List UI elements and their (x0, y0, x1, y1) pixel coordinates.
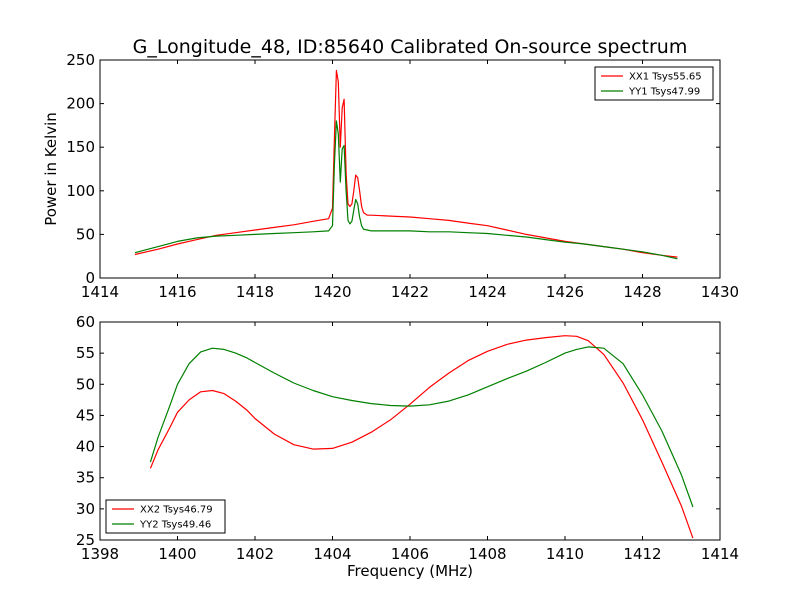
y-axis-label: Power in Kelvin (42, 112, 60, 226)
x-tick-label: 1420 (313, 283, 351, 301)
top-chart: 1414 1416 1418 1420 1422 1424 1426 1428 1430 0 50 1… (42, 51, 739, 301)
legend-box (105, 499, 226, 534)
x-axis-label: Frequency (MHz) (347, 562, 473, 580)
x-tick-label: 1424 (468, 283, 506, 301)
x-tick-label: 1428 (623, 283, 661, 301)
y-tick-label: 25 (76, 531, 95, 549)
series-line-bottom-0 (149, 335, 694, 539)
y-tick-label: 55 (76, 344, 95, 362)
y-tick-label: 250 (66, 51, 95, 69)
x-tick-label: 1402 (236, 545, 274, 563)
y-tick-label: 150 (66, 138, 95, 156)
y-tick-label: 100 (66, 182, 95, 200)
y-tick-label: 40 (76, 438, 95, 456)
y-tick-label: 30 (76, 500, 95, 518)
y-tick-label: 60 (76, 313, 95, 331)
bottom-chart: 1398 1400 1402 1404 1406 1408 1410 1412 1414 25 30… (76, 313, 739, 580)
series-line-top-0 (134, 69, 678, 258)
y-tick-label: 45 (76, 406, 95, 424)
series-line-bottom-1 (149, 346, 694, 508)
legend-box (594, 66, 714, 101)
series-line-top-1 (134, 120, 678, 260)
x-tick-label: 1408 (468, 545, 506, 563)
x-tick-label: 1416 (158, 283, 196, 301)
x-tick-label: 1426 (546, 283, 584, 301)
x-tick-label: 1418 (236, 283, 274, 301)
x-tick-label: 1410 (546, 545, 584, 563)
y-tick-label: 50 (76, 225, 95, 243)
y-tick-label: 50 (76, 375, 95, 393)
legend-label: YY1 Tsys47.99 (628, 87, 700, 98)
legend: XX2 Tsys46.79 YY2 Tsys49.46 (105, 499, 226, 534)
x-tick-label: 1422 (391, 283, 429, 301)
y-tick-label: 200 (66, 95, 95, 113)
legend: XX1 Tsys55.65 YY1 Tsys47.99 (594, 66, 714, 101)
y-tick-label: 35 (76, 469, 95, 487)
legend-label: XX2 Tsys46.79 (140, 505, 213, 516)
x-tick-label: 1398 (81, 545, 119, 563)
figure-title: G_Longitude_48, ID:85640 Calibrated On-s… (133, 36, 688, 58)
x-tick-label: 1430 (701, 283, 739, 301)
x-tick-label: 1414 (701, 545, 739, 563)
legend-label: XX1 Tsys55.65 (629, 72, 702, 83)
plot-area (134, 69, 678, 260)
legend-label: YY2 Tsys49.46 (139, 520, 211, 531)
x-tick-label: 1406 (391, 545, 429, 563)
plot-area (149, 335, 694, 539)
x-tick-label: 1414 (81, 283, 119, 301)
x-tick-label: 1400 (158, 545, 196, 563)
y-tick-label: 0 (85, 269, 95, 287)
x-tick-label: 1412 (623, 545, 661, 563)
x-tick-label: 1404 (313, 545, 351, 563)
